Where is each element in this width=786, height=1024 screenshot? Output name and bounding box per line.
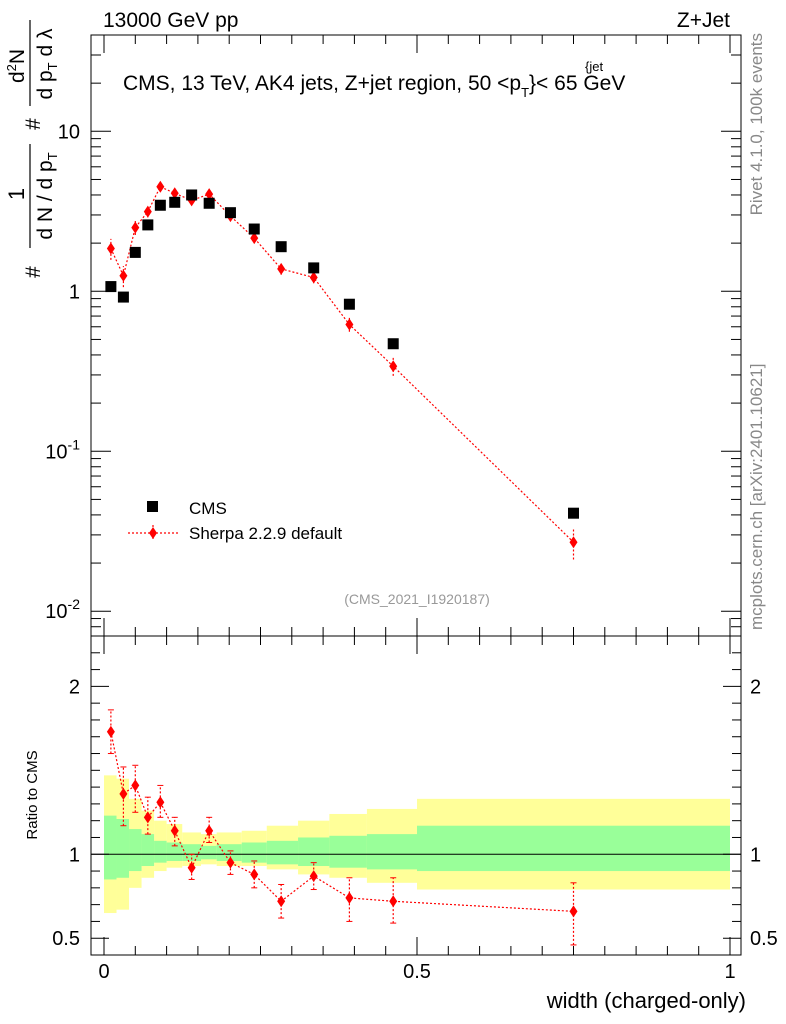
cms-point	[105, 281, 117, 293]
uncertainty-band-green	[216, 844, 242, 861]
uncertainty-band-green	[329, 835, 367, 868]
ratio-y-tick-label-right: 0.5	[750, 928, 778, 950]
y-tick-label: 10-2	[45, 596, 80, 623]
uncertainty-band-green	[298, 837, 330, 867]
ratio-sherpa-point	[389, 895, 398, 908]
ratio-sherpa-point	[205, 824, 214, 837]
legend-cms-marker	[147, 501, 158, 512]
cms-point	[343, 298, 355, 310]
cms-point	[275, 241, 287, 253]
ratio-sherpa-point	[170, 824, 179, 837]
ratio-sherpa-point	[143, 811, 152, 824]
sherpa-point	[569, 536, 578, 549]
ratio-sherpa-point	[569, 905, 578, 918]
legend-sherpa-marker	[149, 527, 157, 539]
title-superscript: {jet	[585, 59, 603, 74]
sherpa-point	[250, 232, 259, 245]
sherpa-point	[205, 188, 214, 201]
y-label-numerator: d2N	[4, 49, 29, 83]
sherpa-point	[119, 269, 128, 282]
x-tick-label: 0	[98, 961, 109, 983]
ratio-sherpa-point	[187, 861, 196, 874]
header-left: 13000 GeV pp	[103, 9, 238, 32]
legend-cms-label: CMS	[189, 499, 227, 518]
y-tick-label: 10	[58, 121, 80, 143]
uncertainty-band-green	[129, 829, 142, 872]
header-right: Z+Jet	[677, 9, 730, 32]
cms-point	[248, 223, 260, 235]
x-axis-label: width (charged-only)	[546, 988, 746, 1013]
ratio-sherpa-point	[156, 796, 165, 809]
y-label-denominator-2: d pT d λ	[34, 28, 60, 100]
ratio-y-tick-label: 2	[69, 676, 80, 698]
y-tick-label: 1	[69, 281, 80, 303]
sherpa-point	[143, 205, 152, 218]
sherpa-point	[277, 262, 286, 275]
ratio-y-tick-label-right: 1	[750, 844, 761, 866]
cms-point	[129, 246, 141, 258]
cms-point	[154, 199, 166, 211]
cms-point	[142, 219, 154, 231]
sherpa-point	[309, 271, 318, 284]
y-tick-label: 10-1	[45, 436, 80, 463]
sherpa-point	[156, 180, 165, 193]
uncertainty-band-green	[104, 815, 117, 880]
sherpa-line	[110, 186, 574, 543]
uncertainty-band-green	[241, 842, 267, 863]
sherpa-point	[389, 360, 398, 373]
ratio-y-tick-label: 0.5	[52, 928, 80, 950]
main-panel: 10-2 10-1 1 10 CMS, 13 TeV, AK4 jets, Z+jet …	[4, 20, 742, 637]
uncertainty-band-green	[417, 825, 730, 872]
ratio-sherpa-point	[250, 868, 259, 881]
y-label-hash: #	[22, 266, 45, 278]
y-label-denominator: d N / d pT	[34, 152, 60, 239]
cms-point	[568, 507, 579, 519]
ratio-sherpa-point	[226, 856, 235, 869]
ratio-sherpa-point	[106, 725, 115, 738]
ratio-sherpa-point	[345, 891, 354, 904]
x-tick-label: 0.5	[403, 961, 431, 983]
x-tick-label: 1	[724, 961, 735, 983]
uncertainty-band-green	[201, 845, 217, 860]
cms-point	[224, 207, 236, 219]
uncertainty-band-green	[141, 834, 155, 867]
sherpa-point	[131, 221, 140, 234]
legend-sherpa-label: Sherpa 2.2.9 default	[189, 524, 342, 543]
cms-point	[387, 338, 399, 350]
ratio-sherpa-point	[277, 895, 286, 908]
ratio-y-tick-label: 1	[69, 844, 80, 866]
ratio-y-tick-label-right: 2	[750, 676, 761, 698]
y-label-hash-2: #	[22, 118, 45, 130]
rivet-label: Rivet 4.1.0, 100k events	[747, 33, 766, 215]
chart-title: CMS, 13 TeV, AK4 jets, Z+jet region, 50 …	[123, 72, 625, 100]
ratio-panel: 0.5 0.5 1 1 2 2 0 0.5 1	[52, 635, 778, 983]
sherpa-point	[106, 242, 115, 255]
ratio-sherpa-point	[309, 870, 318, 883]
sherpa-point	[345, 318, 354, 331]
uncertainty-band-green	[266, 840, 299, 865]
ratio-sherpa-point	[119, 787, 128, 800]
cms-point	[186, 189, 198, 201]
ratio-sherpa-point	[131, 779, 140, 792]
uncertainty-band-green	[154, 840, 167, 863]
main-frame	[90, 34, 742, 637]
analysis-reference: (CMS_2021_I1920187)	[344, 591, 490, 607]
sherpa-point	[170, 187, 179, 200]
uncertainty-band-green	[116, 819, 130, 878]
cms-point	[117, 291, 129, 303]
mcplots-label: mcplots.cern.ch [arXiv:2401.10621]	[747, 364, 766, 630]
cms-point	[308, 262, 320, 274]
cms-point	[169, 196, 181, 208]
y-label-one: 1	[4, 188, 29, 200]
ratio-frame	[90, 635, 742, 956]
uncertainty-band-green	[166, 842, 183, 861]
ratio-y-axis-label: Ratio to CMS	[24, 750, 41, 839]
cms-point	[203, 197, 215, 209]
uncertainty-band-green	[366, 834, 417, 870]
